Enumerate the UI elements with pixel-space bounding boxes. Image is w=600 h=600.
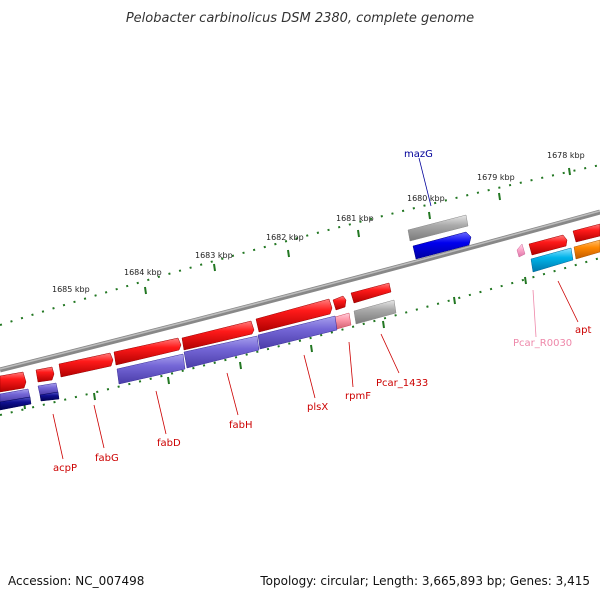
- gene-label-fabH[interactable]: fabH: [229, 420, 253, 431]
- gene-label-fabG[interactable]: fabG: [95, 453, 119, 464]
- accession-text: Accession: NC_007498: [8, 574, 145, 588]
- gene-Pcar_1433-upper[interactable]: [350, 282, 392, 304]
- gene-fabD[interactable]: [116, 353, 186, 385]
- gene-rpmF-upper[interactable]: [332, 295, 347, 311]
- gene-callout-lines: [52, 157, 579, 460]
- kbp-label-1682: 1682 kbp: [266, 233, 304, 242]
- gene-red-left-edge[interactable]: [0, 371, 27, 393]
- gene-orange-right[interactable]: [573, 239, 600, 260]
- gene-label-Pcar_1433[interactable]: Pcar_1433: [376, 378, 428, 389]
- gene-red-right-2[interactable]: [572, 223, 600, 243]
- kbp-label-1681: 1681 kbp: [336, 214, 374, 223]
- gene-acpP[interactable]: [37, 382, 60, 402]
- upper-scale-ticks: [144, 167, 571, 295]
- gene-red-right-1[interactable]: [528, 234, 568, 256]
- gene-label-apt[interactable]: apt: [575, 325, 591, 336]
- gene-label-fabD[interactable]: fabD: [157, 438, 181, 449]
- gene-Pcar_1433[interactable]: [353, 299, 397, 325]
- kbp-label-1679: 1679 kbp: [477, 173, 515, 182]
- lower-scale-dots: [0, 257, 600, 416]
- gene-left-edge-lower[interactable]: [0, 388, 32, 411]
- kbp-label-1678: 1678 kbp: [547, 151, 585, 160]
- kbp-label-1680: 1680 kbp: [407, 194, 445, 203]
- map-title: Pelobacter carbinolicus DSM 2380, comple…: [126, 11, 474, 26]
- kbp-label-1685: 1685 kbp: [52, 285, 90, 294]
- gene-rpmF[interactable]: [334, 312, 352, 330]
- gene-apt[interactable]: [530, 247, 574, 273]
- genome-backbone-highlight: [0, 210, 600, 370]
- gene-acpP-upper[interactable]: [35, 366, 55, 383]
- genome-summary-text: Topology: circular; Length: 3,665,893 bp…: [260, 574, 590, 588]
- gene-label-mazG[interactable]: mazG: [404, 149, 433, 160]
- genome-backbone: [0, 209, 600, 373]
- gene-label-acpP[interactable]: acpP: [53, 463, 77, 474]
- gene-mazG-pseudo[interactable]: [407, 214, 469, 242]
- gene-Pcar_R0030[interactable]: [516, 243, 526, 258]
- gene-label-plsX[interactable]: plsX: [307, 402, 328, 413]
- gene-label-Pcar_R0030[interactable]: Pcar_R0030: [513, 338, 572, 349]
- kbp-label-1684: 1684 kbp: [124, 268, 162, 277]
- gene-mazG[interactable]: [412, 231, 472, 260]
- upper-scale-dots: [0, 164, 600, 326]
- gene-label-rpmF[interactable]: rpmF: [345, 391, 371, 402]
- gene-fabD-upper[interactable]: [113, 337, 182, 366]
- gene-plsX-upper[interactable]: [255, 298, 333, 333]
- gene-plsX[interactable]: [257, 315, 338, 350]
- gene-fabH-upper[interactable]: [181, 320, 255, 351]
- lower-scale-ticks: [23, 276, 527, 410]
- gene-fabG-upper[interactable]: [58, 352, 114, 378]
- kbp-label-1683: 1683 kbp: [195, 251, 233, 260]
- gene-fabH[interactable]: [183, 335, 260, 369]
